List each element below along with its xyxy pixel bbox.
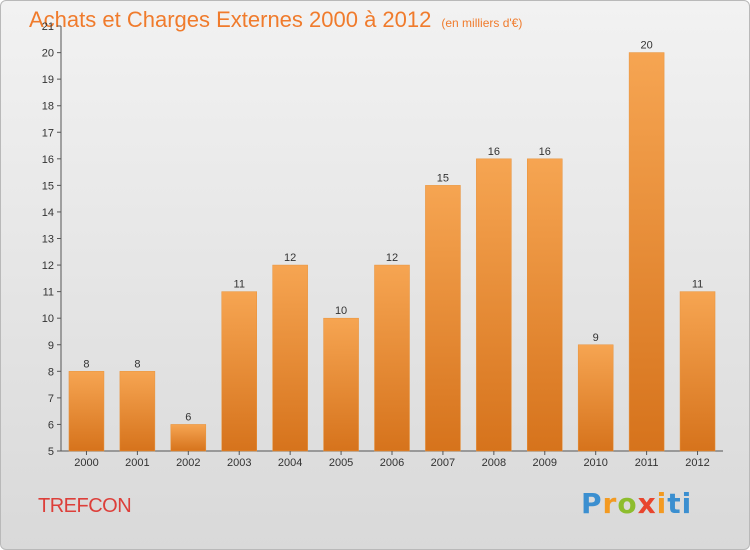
- x-tick-label: 2004: [278, 457, 302, 469]
- x-tick-label: 2010: [583, 457, 607, 469]
- bar: [628, 52, 665, 452]
- bar: [577, 344, 614, 452]
- x-tick-label: 2008: [482, 457, 506, 469]
- bar-value-label: 12: [386, 252, 398, 264]
- y-tick-label: 18: [42, 101, 54, 113]
- x-tick-label: 2012: [685, 457, 709, 469]
- bar: [679, 291, 716, 452]
- place-name: TREFCON: [38, 495, 132, 517]
- y-tick-label: 14: [42, 207, 54, 219]
- y-tick-label: 21: [42, 21, 54, 33]
- y-tick-label: 11: [43, 287, 54, 299]
- bar-value-label: 20: [640, 40, 652, 52]
- bar-value-label: 11: [234, 279, 245, 291]
- logo-letter: o: [617, 487, 638, 520]
- bar-value-label: 12: [284, 252, 296, 264]
- x-tick-label: 2002: [176, 457, 200, 469]
- y-tick-label: 6: [48, 419, 54, 431]
- bar-value-label: 6: [185, 411, 191, 423]
- x-tick-label: 2006: [380, 457, 404, 469]
- x-tick-label: 2007: [431, 457, 455, 469]
- bar-value-label: 15: [437, 172, 449, 184]
- y-tick-label: 10: [42, 313, 54, 325]
- logo-letter: r: [602, 487, 618, 520]
- y-tick-label: 19: [42, 74, 54, 86]
- bar: [476, 158, 512, 452]
- y-tick-label: 7: [48, 393, 54, 405]
- y-tick-label: 8: [48, 366, 54, 378]
- bar: [374, 264, 410, 452]
- bar-value-label: 9: [593, 332, 599, 344]
- y-tick-label: 20: [42, 48, 54, 60]
- y-tick-label: 15: [42, 180, 54, 192]
- logo-letter: x: [637, 487, 657, 520]
- bar: [68, 371, 105, 452]
- bar: [323, 317, 359, 452]
- bar: [272, 264, 308, 452]
- bar-value-label: 16: [539, 146, 551, 158]
- x-tick-label: 2011: [635, 457, 659, 469]
- proxiti-logo: Proxiti: [581, 487, 692, 520]
- chart-title-text: Achats et Charges Externes 2000 à 2012: [29, 7, 432, 32]
- bar-value-label: 8: [134, 358, 140, 370]
- x-tick-label: 2001: [125, 457, 149, 469]
- y-tick-label: 13: [42, 234, 54, 246]
- y-tick-label: 12: [42, 260, 54, 272]
- x-tick-label: 2005: [329, 457, 353, 469]
- logo-letter: P: [581, 487, 603, 520]
- bar: [527, 158, 563, 452]
- bar-value-label: 8: [83, 358, 89, 370]
- chart-title: Achats et Charges Externes 2000 à 2012 (e…: [29, 7, 522, 33]
- bar-value-label: 16: [488, 146, 500, 158]
- bar: [119, 371, 156, 452]
- x-tick-label: 2000: [74, 457, 98, 469]
- x-tick-label: 2003: [227, 457, 251, 469]
- chart-unit: (en milliers d'€): [441, 16, 523, 30]
- y-tick-label: 9: [48, 340, 54, 352]
- x-tick-label: 2009: [533, 457, 557, 469]
- bar: [425, 185, 461, 452]
- bar: [221, 291, 257, 452]
- y-tick-label: 17: [42, 127, 54, 139]
- logo-letter: ti: [667, 487, 693, 520]
- logo-letter: i: [656, 487, 668, 520]
- bar: [170, 424, 207, 452]
- bar-value-label: 11: [692, 279, 703, 291]
- y-tick-label: 5: [48, 446, 54, 458]
- bar-value-label: 10: [335, 305, 347, 317]
- y-tick-label: 16: [42, 154, 54, 166]
